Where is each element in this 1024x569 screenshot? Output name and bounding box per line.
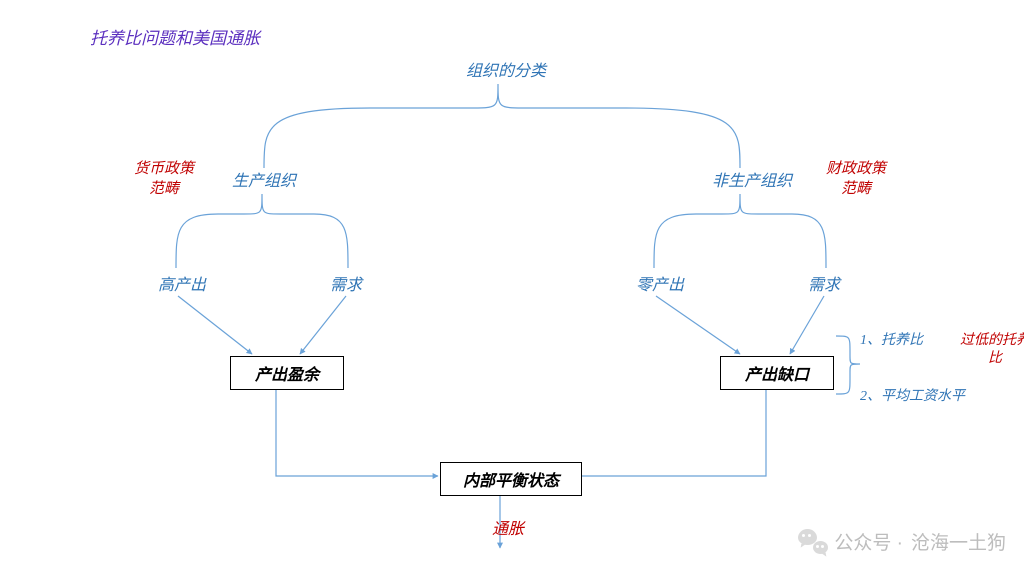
connector-prod-brace [176, 194, 348, 268]
connector-zeroout-to-gap [656, 296, 740, 354]
diagram-canvas: 托养比问题和美国通胀 组织的分类 生产组织 非生产组织 高产出 需求 零产出 需… [0, 0, 1024, 569]
label-monetary-line2: 范畴 [149, 181, 179, 197]
node-nonprod: 非生产组织 [712, 172, 792, 193]
label-fiscal-line2: 范畴 [841, 181, 871, 197]
label-fiscal-line1: 财政政策 [826, 161, 886, 177]
connector-demandr-to-gap [790, 296, 824, 354]
node-demand-right: 需求 [808, 276, 840, 297]
watermark: 公众号 · 沧海一土狗 [798, 527, 1006, 555]
label-fiscal-policy: 财政政策 范畴 [826, 160, 886, 199]
box-output-surplus: 产出盈余 [230, 356, 344, 390]
node-zero-output: 零产出 [636, 276, 684, 297]
node-inflation: 通胀 [492, 520, 524, 541]
connector-demandl-to-surplus [300, 296, 346, 354]
connector-highout-to-surplus [178, 296, 252, 354]
connector-nonprod-brace [654, 194, 826, 268]
watermark-name: 沧海一土狗 [911, 528, 1006, 555]
label-monetary-policy: 货币政策 范畴 [134, 160, 194, 199]
label-low-ratio: 过低的托养 比 [960, 332, 1024, 368]
label-low-ratio-line1: 过低的托养 [960, 333, 1024, 348]
connector-root-brace [264, 84, 740, 168]
node-high-output: 高产出 [158, 276, 206, 297]
connector-gap-to-balance [562, 386, 766, 476]
node-demand-left: 需求 [330, 276, 362, 297]
wechat-icon [798, 527, 826, 555]
label-dependency-ratio: 1、托养比 [860, 332, 923, 350]
label-low-ratio-line2: 比 [988, 351, 1002, 366]
box-output-gap: 产出缺口 [720, 356, 834, 390]
watermark-prefix: 公众号 · [834, 528, 903, 555]
box-internal-balance: 内部平衡状态 [440, 462, 582, 496]
connector-gap-right-brace [836, 336, 860, 394]
connector-surplus-to-balance [276, 386, 438, 476]
diagram-title: 托养比问题和美国通胀 [90, 28, 260, 50]
node-prod: 生产组织 [232, 172, 296, 193]
label-monetary-line1: 货币政策 [134, 161, 194, 177]
node-root: 组织的分类 [466, 62, 546, 83]
label-avg-wage: 2、平均工资水平 [860, 388, 965, 406]
